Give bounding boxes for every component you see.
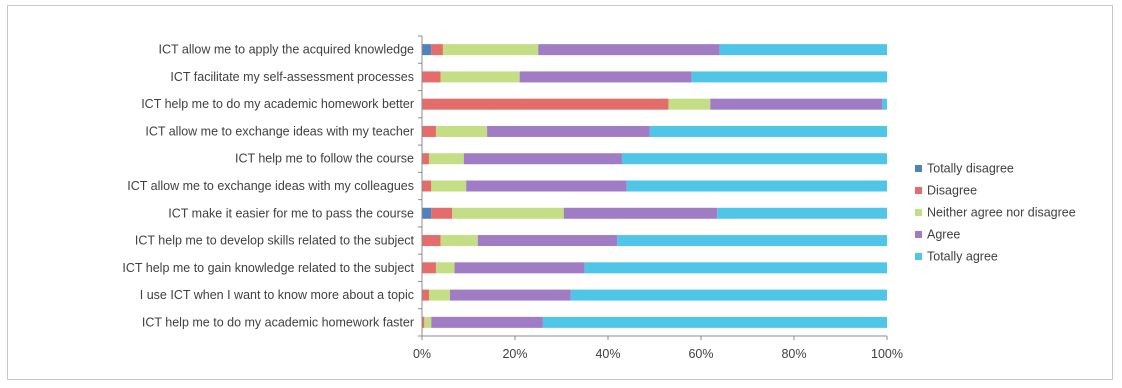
bar-segment [424, 316, 432, 328]
legend-swatch [915, 209, 922, 216]
bar-segment [422, 44, 432, 56]
bar-segment [626, 180, 887, 192]
bar-segment [621, 153, 887, 165]
x-tick-label: 0% [413, 347, 431, 361]
bar-segment [584, 262, 887, 274]
category-labels: ICT allow me to apply the acquired knowl… [122, 43, 414, 330]
category-label: ICT make it easier for me to pass the co… [168, 206, 414, 220]
bar-segment [463, 153, 622, 165]
bar-segment [454, 262, 585, 274]
bar-segment [440, 235, 478, 247]
category-label: ICT help me to do my academic homework b… [141, 97, 414, 111]
chart-frame: ICT allow me to apply the acquired knowl… [7, 5, 1113, 380]
bar-segment [435, 125, 488, 137]
bar-segment [477, 235, 618, 247]
bar-segment [431, 316, 543, 328]
bar-segment [422, 235, 441, 247]
bar-segment [882, 98, 887, 110]
x-tick-label: 80% [781, 347, 806, 361]
bar-segment [649, 125, 887, 137]
bar-segment [428, 289, 450, 301]
bar-segment [422, 207, 432, 219]
bar-segment [691, 71, 887, 83]
legend-label: Neither agree nor disagree [927, 206, 1076, 220]
legend-swatch [915, 253, 922, 260]
bar-segment [717, 207, 887, 219]
bar-segment [422, 289, 429, 301]
bar-segment [487, 125, 650, 137]
legend-label: Agree [927, 228, 960, 242]
category-label: I use ICT when I want to know more about… [140, 288, 414, 302]
legend-swatch [915, 165, 922, 172]
bar-segment [617, 235, 887, 247]
category-label: ICT help me to gain knowledge related to… [122, 261, 414, 275]
bar-segment [452, 207, 564, 219]
bar-segment [719, 44, 887, 56]
category-label: ICT allow me to apply the acquired knowl… [159, 43, 415, 57]
bar-segment [435, 262, 455, 274]
bar-segment [710, 98, 883, 110]
bar-segment [440, 71, 520, 83]
bar-segment [570, 289, 887, 301]
category-label: ICT help me to follow the course [235, 152, 414, 166]
legend-label: Totally disagree [927, 162, 1014, 176]
bar-segment [519, 71, 692, 83]
x-tick-label: 60% [688, 347, 713, 361]
x-tick-labels: 0% 20% 40% 60% 80% 100% [413, 347, 903, 361]
category-label: ICT help me to develop skills related to… [135, 234, 415, 248]
x-tick-label: 40% [595, 347, 620, 361]
bar-segment [538, 44, 720, 56]
bar-segment [422, 98, 669, 110]
bar-segment [422, 180, 432, 192]
bar-segment [668, 98, 711, 110]
bar-segment [422, 125, 436, 137]
legend-swatch [915, 231, 922, 238]
category-label: ICT allow me to exchange ideas with my c… [127, 179, 414, 193]
bar-segment [431, 180, 467, 192]
bar-segment [449, 289, 571, 301]
bar-segment [442, 44, 539, 56]
bar-segment [431, 207, 453, 219]
bar-segment [431, 44, 443, 56]
bar-segment [422, 153, 429, 165]
legend-label: Disagree [927, 184, 977, 198]
axes [418, 35, 888, 340]
bars-group [422, 44, 887, 328]
stacked-bar-chart: ICT allow me to apply the acquired knowl… [122, 35, 1076, 361]
category-label: ICT allow me to exchange ideas with my t… [145, 124, 414, 138]
x-tick-label: 20% [502, 347, 527, 361]
bar-segment [422, 71, 441, 83]
category-label: ICT facilitate my self-assessment proces… [170, 70, 414, 84]
legend-swatch [915, 187, 922, 194]
bar-segment [422, 316, 425, 328]
bar-segment [428, 153, 464, 165]
bar-segment [466, 180, 627, 192]
bar-segment [422, 262, 436, 274]
x-tick-label: 100% [871, 347, 903, 361]
bar-segment [542, 316, 887, 328]
legend: Totally disagree Disagree Neither agree no… [915, 162, 1076, 264]
legend-label: Totally agree [927, 250, 998, 264]
bar-segment [563, 207, 718, 219]
category-label: ICT help me to do my academic homework f… [142, 315, 414, 329]
